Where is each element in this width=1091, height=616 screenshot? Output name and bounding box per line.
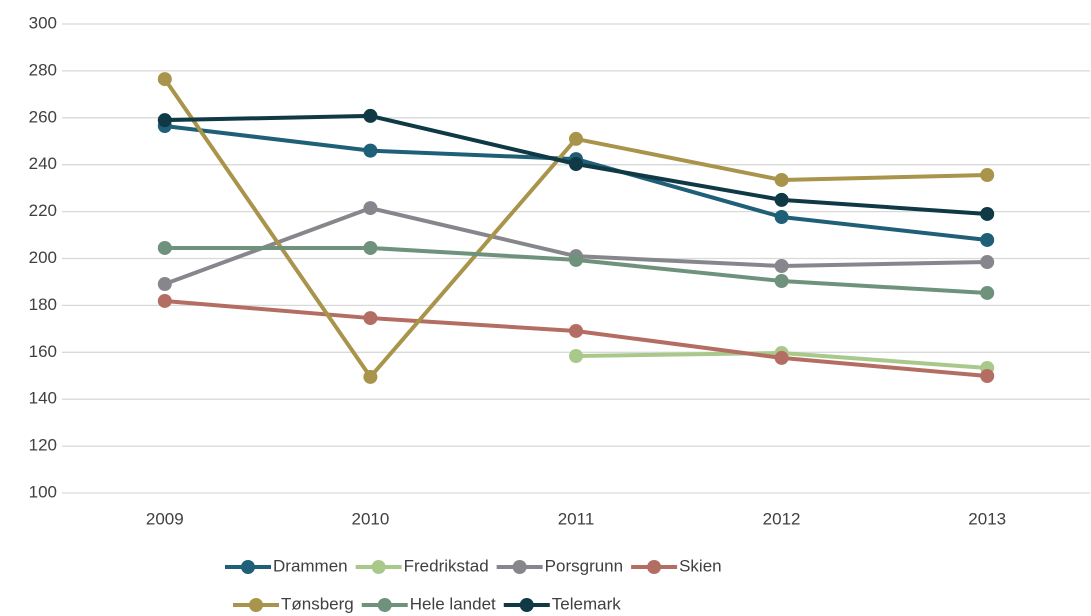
y-tick-label: 280: [29, 60, 57, 79]
data-point: [980, 368, 995, 383]
data-point: [569, 131, 583, 146]
data-point: [157, 72, 172, 87]
y-tick-label: 120: [29, 436, 57, 455]
legend-label: Tønsberg: [281, 594, 354, 613]
data-point: [980, 232, 995, 247]
data-point: [569, 252, 583, 267]
data-point: [363, 108, 378, 123]
data-point: [774, 192, 789, 207]
data-point: [363, 369, 378, 384]
legend-label: Porsgrunn: [545, 556, 623, 575]
data-point: [363, 311, 378, 326]
data-point: [980, 285, 995, 300]
y-tick-label: 240: [29, 154, 57, 173]
x-tick-label: 2009: [146, 509, 184, 528]
data-point: [980, 168, 995, 183]
legend-label: Hele landet: [410, 594, 496, 613]
data-point: [774, 209, 789, 224]
data-point: [980, 255, 995, 270]
y-tick-label: 300: [29, 13, 57, 32]
data-point: [980, 206, 995, 221]
y-tick-label: 140: [29, 389, 57, 408]
x-tick-label: 2011: [558, 509, 595, 528]
data-point: [569, 349, 583, 364]
data-point: [157, 240, 172, 255]
data-point: [363, 143, 378, 158]
x-tick-label: 2013: [968, 509, 1006, 528]
legend-marker: [519, 598, 534, 612]
data-point: [774, 274, 789, 289]
data-point: [157, 293, 172, 308]
legend-label: Drammen: [273, 556, 348, 575]
x-tick-label: 2012: [763, 509, 801, 528]
data-point: [569, 156, 583, 171]
y-tick-label: 100: [29, 482, 57, 501]
legend-label: Skien: [679, 556, 722, 575]
legend-label: Fredrikstad: [404, 556, 489, 575]
legend-marker: [647, 560, 662, 574]
legend-marker: [371, 560, 386, 574]
data-point: [774, 350, 789, 365]
data-point: [774, 259, 789, 274]
y-tick-label: 260: [29, 107, 57, 126]
legend-marker: [377, 598, 392, 612]
data-point: [157, 113, 172, 128]
y-tick-label: 180: [29, 295, 57, 314]
legend-marker: [512, 560, 527, 574]
data-point: [774, 172, 789, 187]
legend-marker: [249, 598, 263, 612]
data-point: [157, 277, 172, 292]
series-line: [164, 298, 988, 378]
y-tick-label: 220: [29, 201, 57, 220]
data-point: [363, 240, 378, 255]
legend-label: Telemark: [552, 594, 621, 613]
data-point: [363, 201, 378, 216]
x-tick-label: 2010: [351, 509, 389, 528]
data-point: [569, 323, 583, 338]
y-tick-label: 160: [29, 342, 57, 361]
y-tick-label: 200: [29, 248, 57, 267]
legend-marker: [241, 560, 255, 574]
